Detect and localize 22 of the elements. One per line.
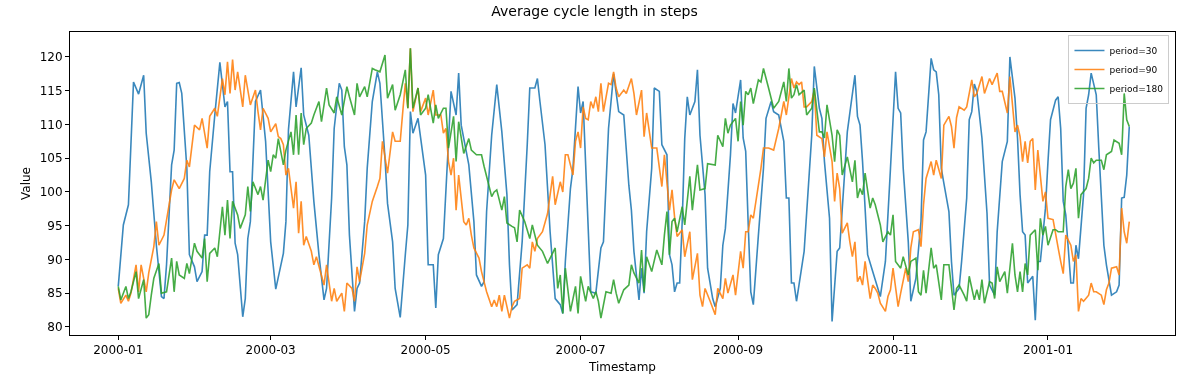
y-tick-label: 85 — [47, 286, 63, 301]
y-tick-label: 90 — [47, 252, 63, 267]
x-tick-label: 2000-11 — [867, 343, 919, 358]
x-tick-label: 2000-03 — [245, 343, 296, 358]
legend-label: period=180 — [1109, 84, 1164, 95]
legend-label: period=90 — [1109, 65, 1158, 76]
y-tick-label: 105 — [39, 151, 63, 166]
y-tick-label: 110 — [39, 117, 63, 132]
y-tick-label: 100 — [39, 185, 63, 200]
x-tick-label: 2000-09 — [713, 343, 764, 358]
chart-title: Average cycle length in steps — [491, 2, 698, 19]
legend-label: period=30 — [1109, 46, 1158, 57]
x-tick-label: 2000-01 — [93, 343, 144, 358]
y-axis-title: Value — [18, 167, 33, 200]
x-axis-title: Timestamp — [588, 360, 656, 375]
y-tick-label: 120 — [39, 50, 63, 65]
y-tick-label: 115 — [39, 83, 63, 98]
x-tick-label: 2001-01 — [1022, 343, 1074, 358]
x-tick-label: 2000-07 — [555, 343, 606, 358]
y-tick-label: 80 — [47, 320, 63, 335]
y-tick-label: 95 — [47, 218, 63, 233]
x-tick-label: 2000-05 — [400, 343, 451, 358]
